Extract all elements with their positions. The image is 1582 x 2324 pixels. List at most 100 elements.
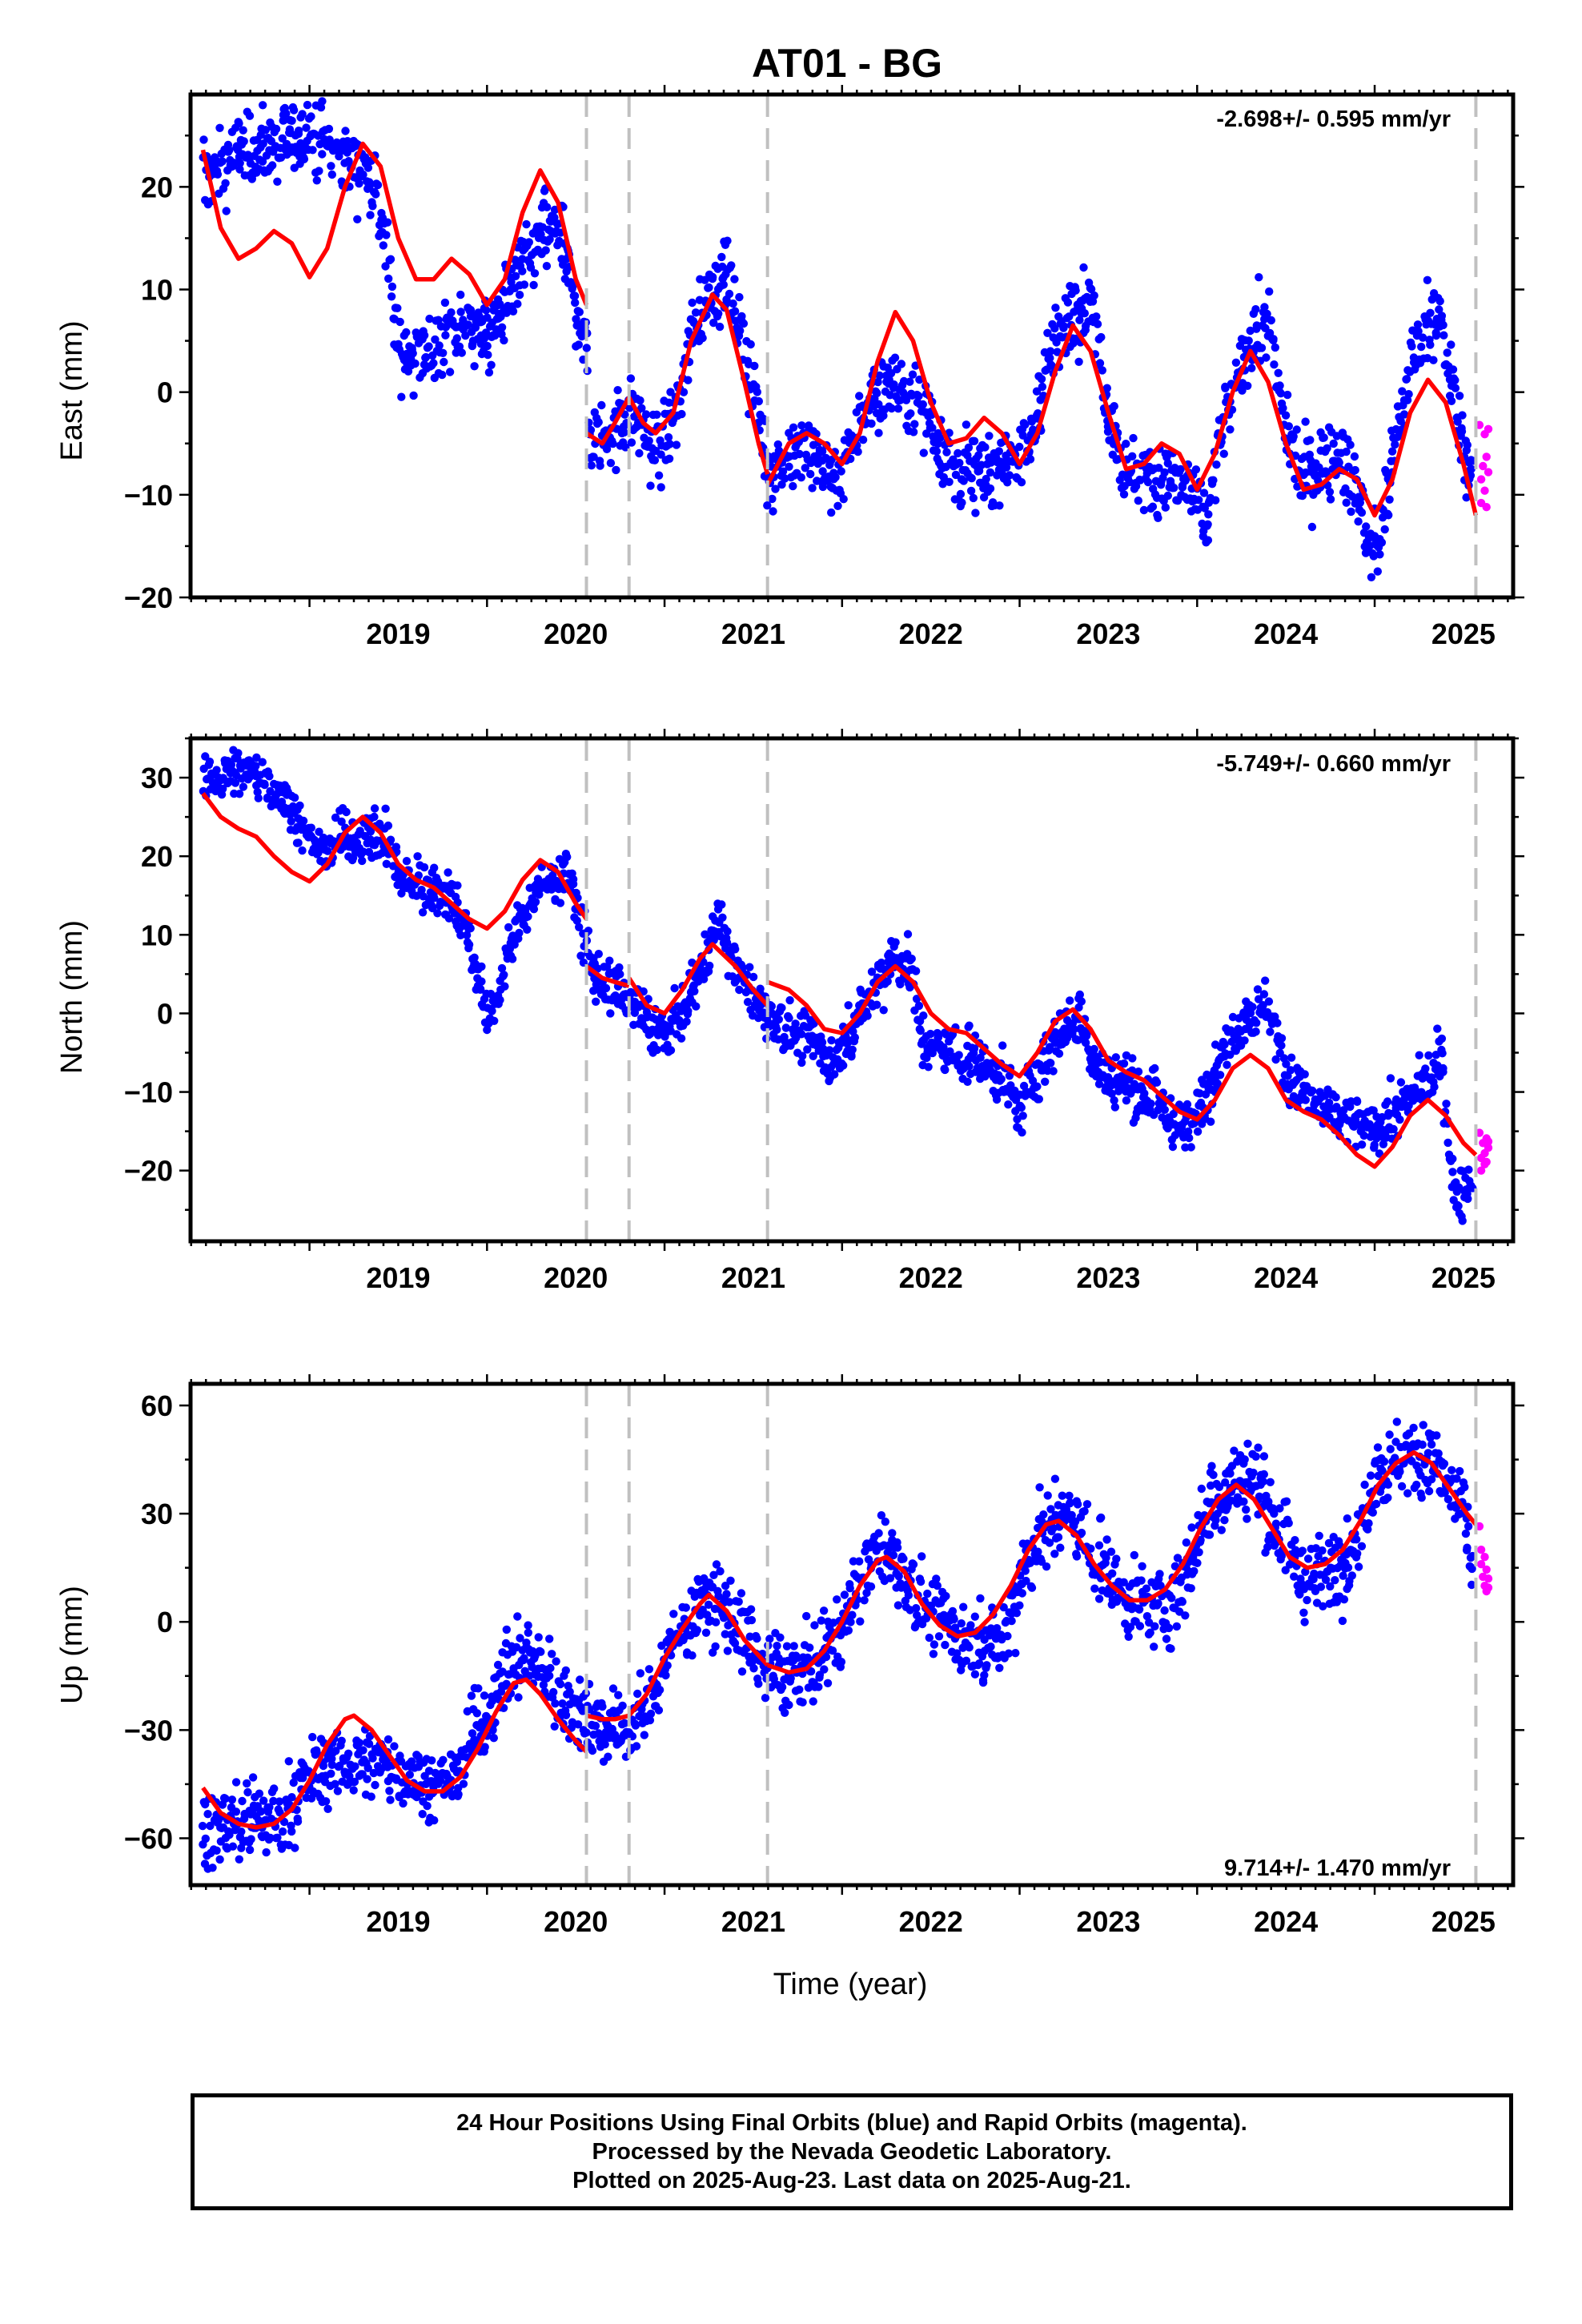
up-final-point [709, 1570, 718, 1580]
up-final-point [355, 1739, 364, 1747]
north-final-point [1018, 1128, 1026, 1137]
up-final-point [721, 1630, 729, 1638]
north-final-point [1415, 1051, 1423, 1059]
up-final-point [386, 1795, 395, 1804]
east-final-point [754, 396, 763, 406]
east-final-point [440, 357, 448, 367]
east-final-point [318, 150, 327, 159]
east-final-point [1032, 387, 1042, 396]
up-final-point [840, 1590, 849, 1599]
east-final-point [1357, 508, 1367, 517]
east-final-point [936, 433, 945, 443]
east-final-point [1384, 511, 1393, 520]
east-final-point [730, 275, 739, 283]
north-final-point [1041, 1077, 1050, 1087]
north-final-point [1287, 1053, 1296, 1062]
east-final-point [441, 331, 450, 340]
up-final-point [459, 1779, 468, 1788]
east-final-point [636, 396, 644, 405]
east-model-segment [765, 309, 1479, 518]
up-final-point [502, 1625, 511, 1634]
up-final-point [545, 1671, 554, 1680]
north-final-point [1454, 1201, 1463, 1211]
north-final-point [307, 823, 315, 832]
north-final-point [323, 846, 332, 855]
east-final-point [1335, 458, 1343, 467]
east-final-point [729, 299, 737, 308]
up-final-point [1035, 1483, 1044, 1492]
up-final-point [1108, 1569, 1117, 1578]
up-final-point [805, 1643, 814, 1652]
north-rapid-point [1482, 1157, 1491, 1167]
east-final-point [550, 213, 559, 222]
up-final-point [489, 1734, 498, 1743]
north-final-point [1075, 990, 1085, 999]
east-final-point [612, 465, 620, 475]
east-final-point [464, 320, 472, 329]
north-final-point [692, 1002, 701, 1011]
east-final-point [1161, 503, 1170, 512]
north-final-point [1034, 1095, 1044, 1104]
up-final-point [704, 1600, 713, 1610]
east-final-point [199, 135, 208, 144]
up-final-point [331, 1779, 339, 1788]
east-final-point [1163, 491, 1173, 501]
up-final-point [828, 1647, 837, 1655]
east-final-point [1362, 522, 1371, 531]
up-final-point [916, 1577, 926, 1586]
east-rapid-point [1482, 452, 1491, 461]
east-final-point [1451, 384, 1460, 392]
up-final-point [761, 1694, 770, 1703]
east-final-point [789, 423, 798, 432]
north-final-point [1438, 1049, 1447, 1058]
east-final-point [363, 163, 373, 172]
east-final-point [574, 340, 583, 349]
up-final-point [436, 1776, 445, 1785]
up-final-point [1166, 1644, 1175, 1653]
north-final-point [1240, 1036, 1249, 1045]
up-final-point [582, 1728, 591, 1737]
north-final-point [524, 912, 532, 921]
east-final-point [855, 392, 864, 400]
north-final-point [1266, 1027, 1275, 1036]
east-final-point [596, 461, 604, 470]
up-final-point [980, 1671, 989, 1679]
north-y-tick-label: −20 [124, 1155, 173, 1188]
east-final-point [1365, 541, 1375, 550]
north-final-point [1119, 1059, 1129, 1068]
north-final-point [1386, 1074, 1395, 1083]
east-final-point [769, 507, 777, 516]
east-model-segment [585, 396, 632, 446]
north-final-point [266, 786, 275, 796]
east-final-point [1347, 507, 1355, 517]
east-final-point [1178, 483, 1187, 492]
east-final-point [763, 501, 772, 510]
north-final-point [1128, 1054, 1137, 1063]
east-final-point [938, 480, 947, 489]
north-final-point [1054, 1049, 1064, 1058]
up-final-point [472, 1709, 481, 1718]
north-final-point [1186, 1143, 1195, 1152]
east-final-point [606, 459, 616, 468]
east-final-point [1231, 358, 1241, 367]
north-x-tick-label: 2025 [1431, 1261, 1496, 1294]
up-final-point [970, 1670, 980, 1679]
east-final-point [1455, 392, 1464, 400]
east-final-point [1046, 353, 1054, 363]
north-final-point [1359, 1131, 1368, 1140]
up-final-point [1050, 1550, 1059, 1558]
north-final-point [1320, 1092, 1329, 1100]
up-final-point [655, 1686, 665, 1695]
north-final-point [992, 1095, 1002, 1104]
north-final-point [791, 1019, 800, 1028]
east-final-point [1281, 411, 1291, 420]
east-final-point [1319, 433, 1328, 442]
east-final-point [986, 468, 995, 477]
north-final-point [1251, 1027, 1260, 1036]
east-final-point [1326, 495, 1335, 504]
up-final-point [1077, 1528, 1086, 1538]
east-final-point [1221, 382, 1230, 392]
north-final-point [1271, 1012, 1279, 1021]
north-final-point [1087, 1058, 1096, 1067]
north-final-point [523, 925, 532, 935]
